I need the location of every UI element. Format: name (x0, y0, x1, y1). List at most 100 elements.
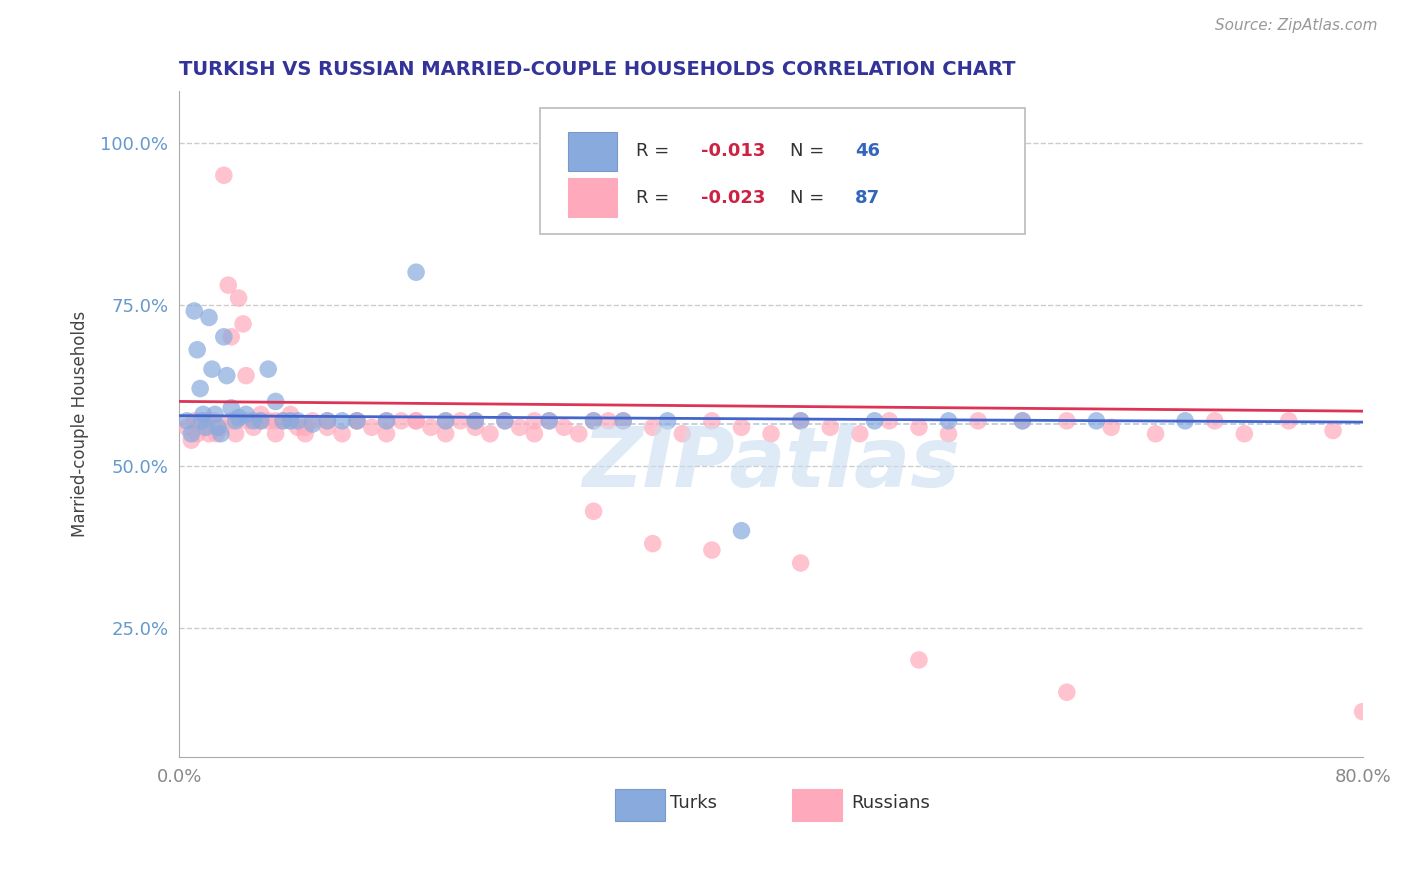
Point (582, 414, 605, 428)
Point (434, 414, 457, 428)
Point (330, 414, 353, 428)
Point (494, 414, 516, 428)
Point (271, 414, 294, 428)
Y-axis label: Married-couple Households: Married-couple Households (72, 311, 89, 537)
Point (215, 368, 238, 383)
Point (235, 368, 257, 383)
FancyBboxPatch shape (540, 108, 1025, 235)
Point (280, 414, 302, 428)
Point (1099, 420, 1122, 434)
Text: R =: R = (636, 142, 675, 161)
Point (257, 362, 280, 376)
Point (204, 408, 226, 422)
Point (195, 414, 218, 428)
Point (195, 420, 218, 434)
Point (612, 414, 634, 428)
Point (568, 426, 591, 441)
Point (186, 343, 208, 357)
Point (294, 426, 316, 441)
Text: -0.023: -0.023 (702, 189, 766, 207)
Point (818, 420, 841, 434)
Point (1144, 426, 1167, 441)
Point (1056, 685, 1078, 699)
Point (789, 556, 811, 570)
Point (849, 426, 872, 441)
Point (212, 168, 235, 182)
Point (405, 414, 427, 428)
Point (249, 414, 271, 428)
Point (908, 420, 931, 434)
Point (280, 408, 302, 422)
Point (700, 414, 723, 428)
Point (232, 317, 254, 331)
Point (449, 414, 471, 428)
Point (405, 265, 427, 279)
Point (190, 420, 212, 434)
Text: N =: N = (790, 142, 830, 161)
Point (1056, 414, 1078, 428)
Point (287, 420, 309, 434)
Point (201, 362, 224, 376)
Text: 46: 46 (855, 142, 880, 161)
Point (641, 420, 664, 434)
Point (264, 414, 287, 428)
Point (1351, 705, 1374, 719)
Point (198, 426, 221, 441)
Point (209, 426, 232, 441)
Point (389, 414, 412, 428)
Point (183, 414, 205, 428)
Point (242, 414, 264, 428)
Point (360, 420, 382, 434)
Point (789, 414, 811, 428)
Point (375, 426, 398, 441)
Point (205, 426, 228, 441)
Point (730, 420, 752, 434)
Text: ZIPatlas: ZIPatlas (582, 424, 960, 505)
Point (287, 414, 309, 428)
Point (1322, 424, 1344, 438)
Point (188, 382, 211, 396)
Point (249, 408, 271, 422)
Point (271, 414, 294, 428)
Point (1174, 414, 1197, 428)
Point (301, 417, 323, 431)
Point (191, 408, 214, 422)
Point (582, 504, 605, 518)
Point (612, 414, 634, 428)
Text: Russians: Russians (852, 795, 931, 813)
Text: R =: R = (636, 189, 675, 207)
Point (316, 414, 339, 428)
Point (219, 330, 242, 344)
Point (186, 426, 208, 441)
Point (212, 330, 235, 344)
Point (509, 420, 531, 434)
Point (198, 310, 221, 325)
Point (375, 414, 398, 428)
Point (582, 414, 605, 428)
Point (464, 420, 486, 434)
FancyBboxPatch shape (614, 789, 665, 822)
Point (730, 524, 752, 538)
Point (938, 426, 960, 441)
Point (553, 420, 575, 434)
Point (219, 414, 242, 428)
Point (479, 426, 502, 441)
Point (180, 426, 202, 441)
FancyBboxPatch shape (568, 131, 617, 170)
Point (346, 414, 368, 428)
Point (330, 426, 353, 441)
Text: -0.013: -0.013 (702, 142, 766, 161)
Point (523, 426, 546, 441)
Point (236, 414, 259, 428)
Point (264, 426, 287, 441)
Point (464, 414, 486, 428)
Point (700, 543, 723, 558)
Point (879, 414, 901, 428)
Point (671, 426, 693, 441)
Point (301, 414, 323, 428)
Point (759, 426, 782, 441)
Point (434, 414, 457, 428)
Text: TURKISH VS RUSSIAN MARRIED-COUPLE HOUSEHOLDS CORRELATION CHART: TURKISH VS RUSSIAN MARRIED-COUPLE HOUSEH… (180, 60, 1017, 78)
Point (264, 394, 287, 409)
Point (1278, 414, 1301, 428)
